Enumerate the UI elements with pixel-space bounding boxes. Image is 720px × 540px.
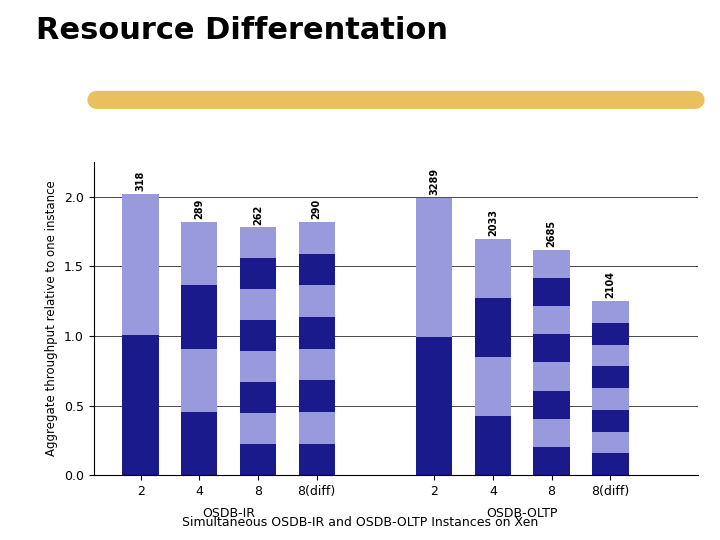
Bar [299,317,335,348]
Bar [181,222,217,285]
Bar [534,278,570,306]
Bar [299,348,335,380]
Bar [592,301,629,323]
Bar [240,320,276,352]
Bar [592,454,629,475]
Bar [299,443,335,475]
Bar [534,334,570,362]
Bar [592,367,629,388]
Text: Simultaneous OSDB-IR and OSDB-OLTP Instances on Xen: Simultaneous OSDB-IR and OSDB-OLTP Insta… [182,516,538,529]
Bar [240,444,276,475]
Bar [474,357,511,416]
Bar [240,413,276,444]
Bar [534,249,570,278]
Bar [299,380,335,412]
Text: 2685: 2685 [546,220,557,247]
Bar [122,194,159,335]
Text: OSDB-IR: OSDB-IR [202,507,255,519]
Bar [592,431,629,454]
Text: 2104: 2104 [606,272,616,299]
Bar [534,447,570,475]
Text: 3289: 3289 [429,168,439,195]
Text: 290: 290 [312,199,322,219]
Bar [474,298,511,357]
Bar [181,285,217,348]
Text: Resource Differentation: Resource Differentation [36,16,448,45]
Bar [474,416,511,475]
Bar [181,412,217,475]
Bar [181,348,217,412]
Text: OSDB-OLTP: OSDB-OLTP [487,507,558,519]
Bar [474,239,511,298]
Bar [240,382,276,413]
Bar [299,222,335,253]
Bar [592,345,629,367]
Bar [299,253,335,285]
Bar [299,285,335,317]
Bar [240,352,276,382]
Bar [534,390,570,419]
Bar [299,412,335,443]
Bar [240,289,276,320]
Y-axis label: Aggregate throughput relative to one instance: Aggregate throughput relative to one ins… [45,181,58,456]
Bar [122,335,159,475]
Bar [240,227,276,259]
Bar [416,337,452,475]
Bar [534,419,570,447]
Text: 262: 262 [253,205,263,225]
Bar [534,306,570,334]
Bar [240,259,276,289]
Text: 2033: 2033 [488,209,498,236]
Text: 318: 318 [135,171,145,191]
Bar [592,410,629,431]
Bar [592,323,629,345]
Bar [534,362,570,390]
Text: 289: 289 [194,199,204,219]
Bar [592,388,629,410]
Bar [416,198,452,337]
